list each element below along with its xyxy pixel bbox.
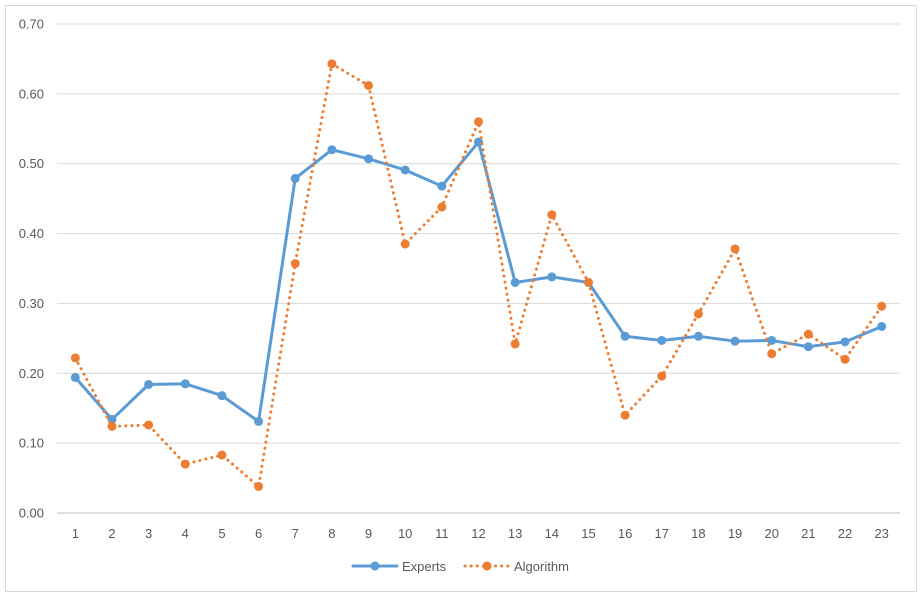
x-tick-label: 2: [108, 526, 115, 541]
legend-experts-marker: [370, 561, 380, 571]
x-tick-label: 16: [618, 526, 632, 541]
data-point-algorithm: [620, 410, 630, 420]
y-tick-label: 0.70: [19, 17, 44, 32]
data-point-algorithm: [254, 481, 264, 491]
x-tick-label: 22: [838, 526, 852, 541]
data-point-algorithm: [583, 277, 593, 287]
x-tick-label: 8: [328, 526, 335, 541]
data-point-algorithm: [364, 80, 374, 90]
data-point-experts: [620, 331, 630, 341]
data-point-experts: [400, 165, 410, 175]
x-axis-tick-labels: 1 2 3 4 5 6 7 8 9 10 11 12 13 14 15 16 17 18 19 20 21 22 23: [72, 526, 889, 541]
x-tick-label: 9: [365, 526, 372, 541]
x-tick-label: 6: [255, 526, 262, 541]
data-point-algorithm: [840, 354, 850, 364]
data-point-experts: [877, 321, 887, 331]
data-point-algorithm: [400, 239, 410, 249]
data-point-experts: [840, 337, 850, 347]
x-tick-label: 20: [764, 526, 778, 541]
x-tick-label: 10: [398, 526, 412, 541]
data-point-algorithm: [693, 309, 703, 319]
data-point-algorithm: [730, 244, 740, 254]
data-point-experts: [437, 181, 447, 191]
data-point-algorithm: [144, 420, 154, 430]
y-axis-tick-labels: 0.00 0.10 0.20 0.30 0.40 0.50 0.60 0.70: [19, 17, 44, 521]
series-layer: [70, 59, 887, 491]
x-tick-label: 12: [471, 526, 485, 541]
data-point-algorithm: [474, 117, 483, 127]
x-tick-label: 5: [218, 526, 225, 541]
data-point-experts: [180, 379, 190, 389]
data-point-experts: [327, 145, 337, 155]
y-tick-label: 0.30: [19, 296, 44, 311]
x-tick-label: 23: [874, 526, 888, 541]
chart-frame: [5, 5, 917, 592]
x-tick-label: 21: [801, 526, 815, 541]
legend-algorithm-marker: [482, 561, 492, 571]
legend-item-algorithm: Algorithm: [463, 559, 569, 574]
y-tick-label: 0.40: [19, 226, 44, 241]
x-tick-label: 13: [508, 526, 522, 541]
data-point-experts: [290, 173, 300, 183]
data-point-experts: [730, 336, 740, 346]
x-tick-label: 7: [292, 526, 299, 541]
x-tick-label: 18: [691, 526, 705, 541]
y-tick-label: 0.60: [19, 86, 44, 101]
gridlines: [57, 23, 900, 514]
data-point-experts: [547, 272, 557, 282]
data-point-algorithm: [803, 329, 813, 339]
legend: Experts Algorithm: [351, 559, 569, 574]
data-point-algorithm: [767, 349, 777, 359]
legend-experts-label: Experts: [402, 559, 447, 574]
data-point-experts: [144, 379, 154, 389]
x-tick-label: 14: [545, 526, 559, 541]
data-point-experts: [693, 331, 703, 341]
data-point-experts: [364, 154, 374, 164]
y-tick-label: 0.50: [19, 156, 44, 171]
series-line-experts: [73, 140, 884, 423]
legend-algorithm-label: Algorithm: [514, 559, 569, 574]
x-tick-label: 4: [182, 526, 189, 541]
y-tick-label: 0.00: [19, 506, 44, 521]
data-point-experts: [70, 372, 80, 382]
series-line-algorithm: [73, 62, 884, 488]
legend-item-experts: Experts: [351, 559, 447, 574]
data-point-experts: [510, 277, 520, 287]
data-point-algorithm: [327, 59, 337, 69]
data-point-algorithm: [107, 421, 117, 431]
x-tick-label: 15: [581, 526, 595, 541]
data-point-algorithm: [217, 450, 227, 460]
series-algorithm: [70, 59, 887, 491]
x-tick-label: 11: [435, 526, 449, 541]
data-point-algorithm: [657, 371, 667, 381]
x-tick-label: 19: [728, 526, 742, 541]
x-tick-label: 17: [655, 526, 669, 541]
data-point-experts: [657, 335, 667, 345]
data-point-experts: [803, 342, 813, 352]
data-point-experts: [767, 335, 777, 345]
data-point-experts: [254, 416, 264, 426]
data-point-algorithm: [290, 259, 300, 269]
y-tick-label: 0.20: [19, 366, 44, 381]
data-point-algorithm: [70, 353, 80, 363]
data-point-algorithm: [180, 459, 190, 469]
x-tick-label: 1: [72, 526, 79, 541]
data-point-algorithm: [877, 301, 887, 311]
series-experts: [70, 137, 887, 426]
y-tick-label: 0.10: [19, 436, 44, 451]
data-point-algorithm: [510, 339, 520, 349]
data-point-experts: [217, 391, 227, 401]
data-point-algorithm: [437, 202, 447, 212]
x-tick-label: 3: [145, 526, 152, 541]
data-point-algorithm: [547, 210, 557, 220]
